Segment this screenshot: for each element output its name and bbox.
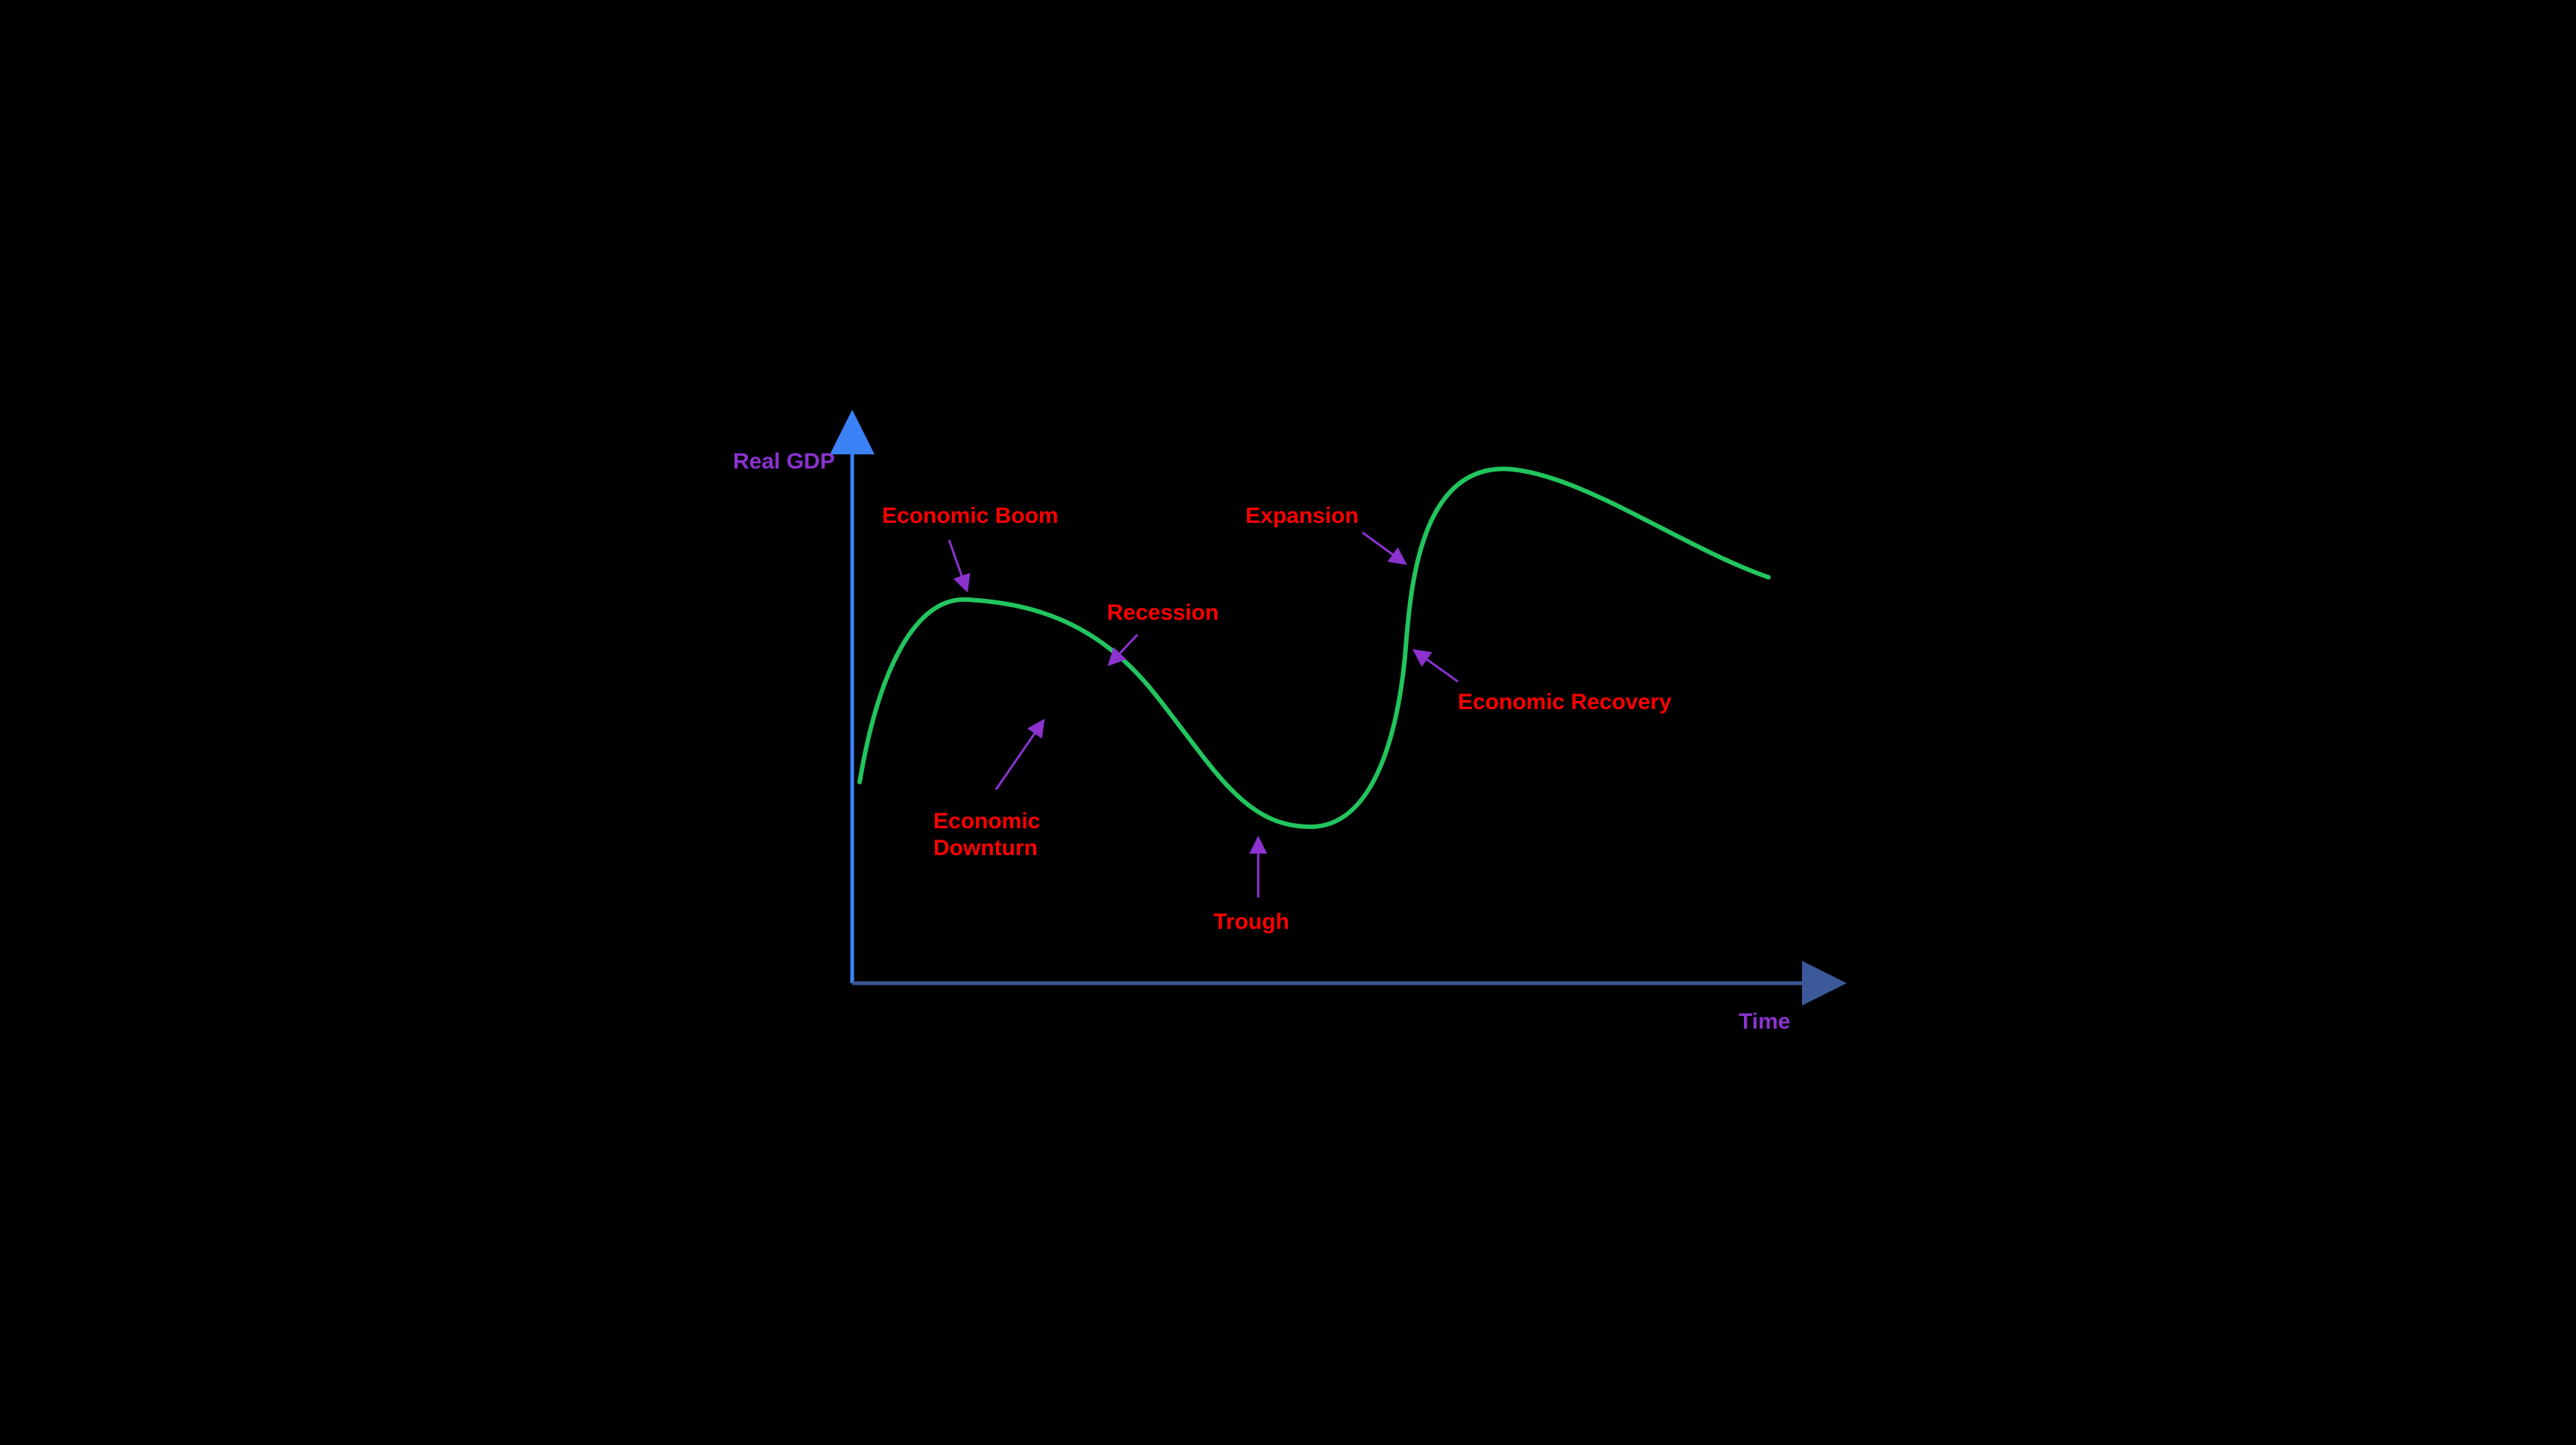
annotation-label-recession: Recession [1107, 600, 1219, 626]
x-axis-label: Time [1739, 1009, 1790, 1035]
annotation-arrow-economic-recovery [1416, 652, 1458, 682]
annotation-arrow-expansion [1362, 533, 1403, 562]
annotation-label-economic-recovery: Economic Recovery [1458, 689, 1672, 716]
annotation-label-trough: Trough [1214, 909, 1289, 936]
business-cycle-chart: Real GDP Time Economic Boom Recession Econ… [692, 387, 1884, 1058]
annotation-label-economic-downturn: EconomicDownturn [933, 808, 1040, 862]
annotation-label-economic-boom: Economic Boom [882, 503, 1059, 530]
y-axis-label: Real GDP [733, 449, 835, 474]
annotation-arrow-economic-boom [949, 540, 966, 588]
annotation-label-expansion: Expansion [1246, 503, 1359, 530]
annotation-arrow-economic-downturn [996, 722, 1042, 790]
chart-svg [692, 387, 1884, 1058]
